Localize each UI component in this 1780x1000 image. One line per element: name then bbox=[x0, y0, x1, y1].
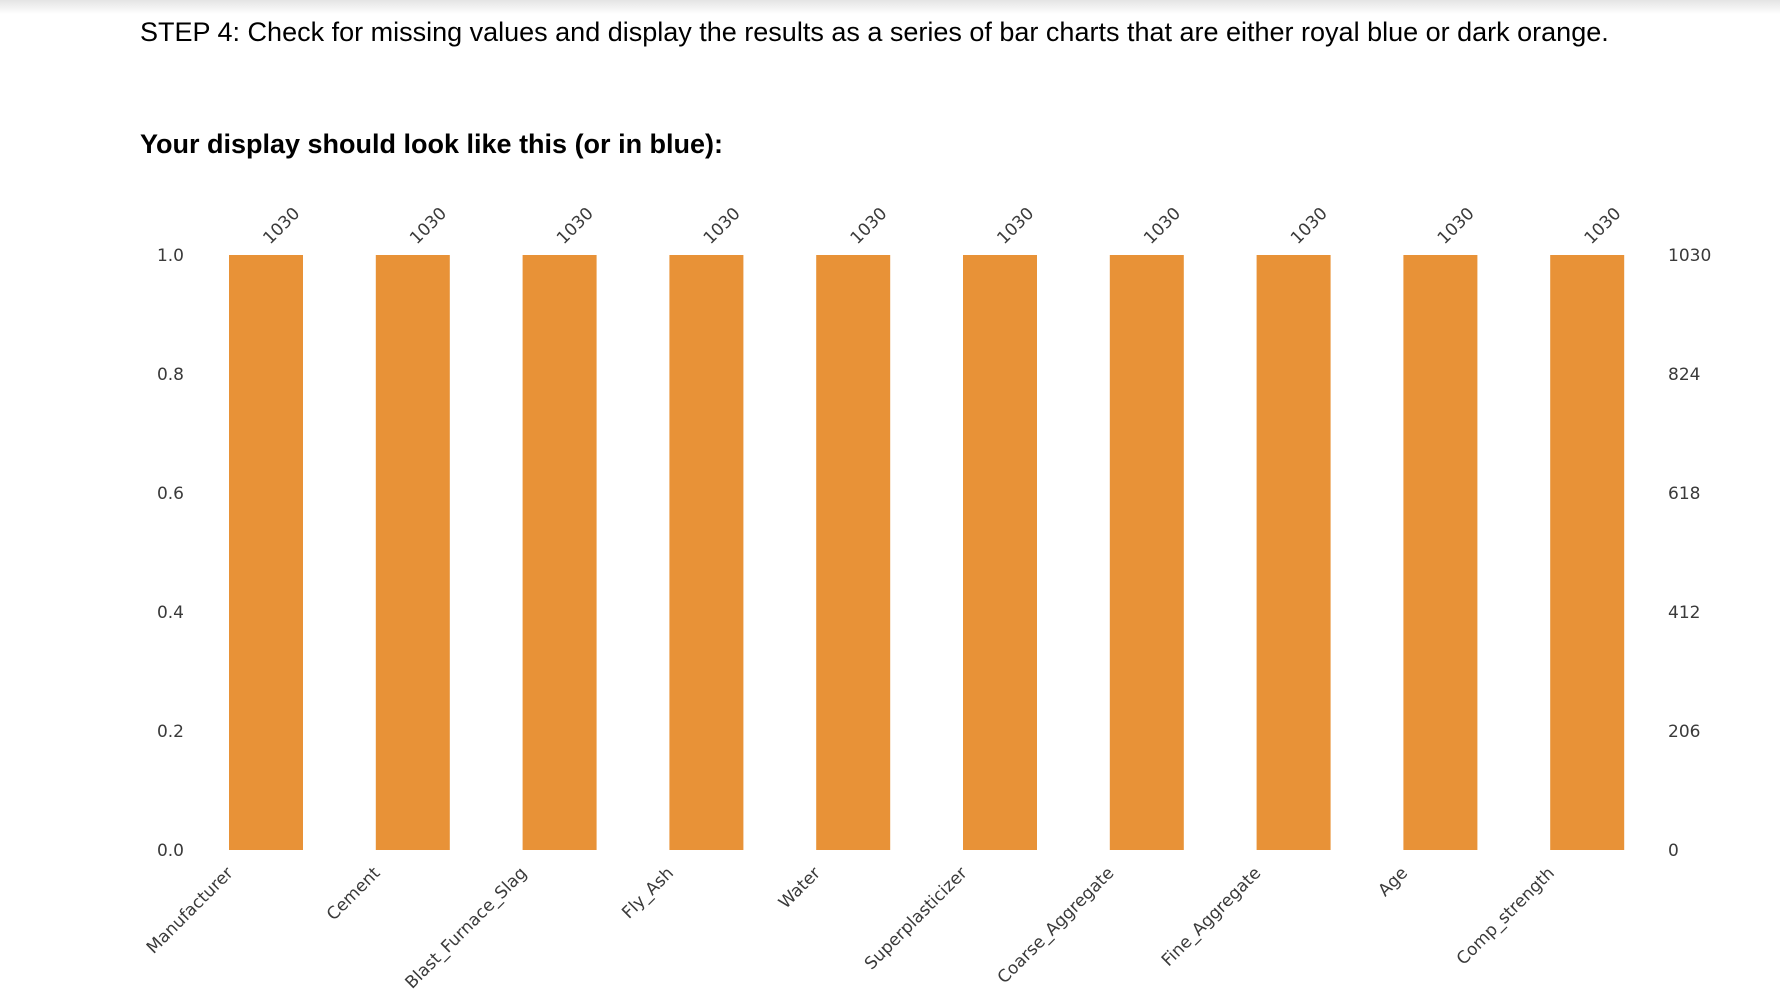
y-tick-label-right: 206 bbox=[1668, 722, 1700, 742]
bar bbox=[229, 255, 303, 850]
y-tick-label-left: 1.0 bbox=[157, 246, 184, 266]
y-tick-label-right: 1030 bbox=[1668, 246, 1711, 266]
y-tick-label-left: 0.4 bbox=[157, 603, 184, 623]
bar bbox=[1550, 255, 1625, 850]
y-tick-label-left: 0.0 bbox=[157, 841, 184, 861]
y-tick-label-right: 824 bbox=[1668, 365, 1700, 385]
bar-count-label: 1030 bbox=[1287, 204, 1332, 249]
bar-count-label: 1030 bbox=[1140, 204, 1185, 249]
bar bbox=[963, 255, 1037, 850]
bar bbox=[1403, 255, 1478, 850]
x-category-label: Age bbox=[1375, 863, 1412, 900]
bar-count-label: 1030 bbox=[406, 204, 451, 249]
x-category-label: Blast_Furnace_Slag bbox=[401, 863, 531, 993]
x-category-label: Comp_strength bbox=[1453, 863, 1559, 969]
bar-count-label: 1030 bbox=[259, 204, 304, 249]
bar-count-label: 1030 bbox=[700, 204, 745, 249]
bar-count-label: 1030 bbox=[993, 204, 1038, 249]
bar bbox=[1109, 255, 1184, 850]
x-category-label: Coarse_Aggregate bbox=[994, 863, 1119, 988]
y-tick-label-right: 618 bbox=[1668, 484, 1700, 504]
x-category-label: Water bbox=[775, 863, 825, 913]
bar bbox=[816, 255, 891, 850]
bar bbox=[669, 255, 744, 850]
bar bbox=[522, 255, 597, 850]
display-subheading: Your display should look like this (or i… bbox=[140, 129, 724, 159]
bar-count-label: 1030 bbox=[1581, 204, 1626, 249]
bar bbox=[375, 255, 450, 850]
y-tick-label-right: 0 bbox=[1668, 841, 1679, 861]
y-tick-label-left: 0.6 bbox=[157, 484, 184, 504]
bar-count-label: 1030 bbox=[553, 204, 598, 249]
x-category-label: Superplasticizer bbox=[861, 863, 972, 974]
x-category-label: Fly_Ash bbox=[618, 863, 678, 923]
x-category-label: Cement bbox=[323, 863, 385, 925]
x-category-label: Fine_Aggregate bbox=[1158, 863, 1265, 970]
bar-count-label: 1030 bbox=[1434, 204, 1479, 249]
y-tick-label-left: 0.8 bbox=[157, 365, 184, 385]
top-edge-shadow bbox=[0, 0, 1780, 14]
x-category-label: Manufacturer bbox=[143, 863, 238, 958]
bar bbox=[1256, 255, 1331, 850]
y-tick-label-left: 0.2 bbox=[157, 722, 184, 742]
bar-count-label: 1030 bbox=[847, 204, 892, 249]
step-instruction: STEP 4: Check for missing values and dis… bbox=[140, 17, 1609, 47]
y-tick-label-right: 412 bbox=[1668, 603, 1700, 623]
